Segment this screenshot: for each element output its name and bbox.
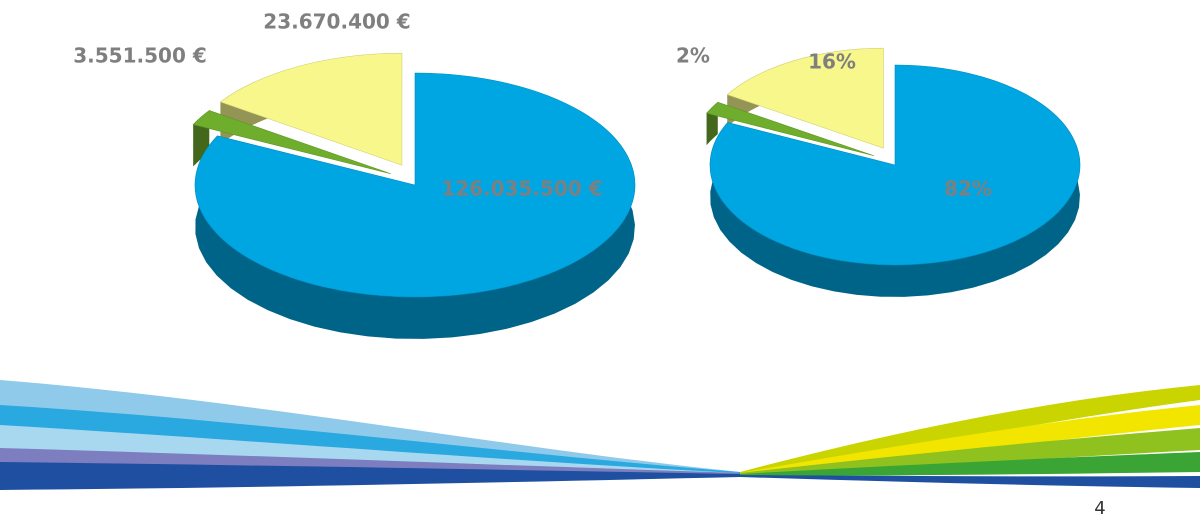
slice: [709, 64, 1081, 266]
swoosh-decoration: [0, 380, 1200, 490]
slice: [726, 47, 884, 149]
value-label: 126.035.500 €: [441, 177, 602, 201]
value-label: 3.551.500 €: [73, 44, 207, 68]
slice: [219, 52, 403, 166]
value-label: 16%: [808, 50, 856, 74]
slice: [706, 101, 875, 157]
pie-chart: 82% 2% 16%: [676, 44, 1081, 297]
value-label: 2%: [676, 44, 710, 68]
slice: [192, 110, 391, 175]
page-number: 4: [1094, 498, 1105, 519]
value-label: 82%: [944, 177, 992, 201]
value-label: 23.670.400 €: [263, 10, 410, 34]
pie-chart: 126.035.500 € 3.551.500 € 23.670.400 €: [73, 10, 636, 339]
slice: [194, 72, 636, 298]
